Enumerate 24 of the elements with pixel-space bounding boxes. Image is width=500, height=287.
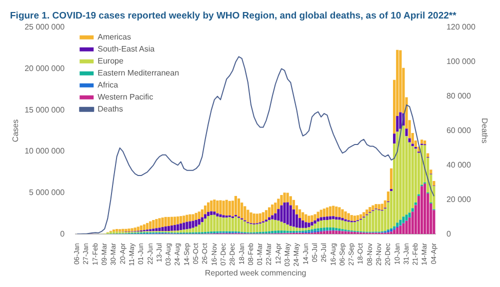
legend-label: Europe [98, 56, 124, 66]
legend-label: Americas [98, 32, 131, 42]
y2-tick-label: 60 000 [446, 126, 472, 135]
y2-tick-label: 120 000 [446, 22, 476, 32]
y-tick-label: 15 000 000 [24, 105, 66, 114]
legend-label: Africa [98, 80, 119, 90]
y-axis-title: Cases [11, 119, 20, 142]
y-tick-label: 20 000 000 [24, 64, 66, 73]
y2-tick-label: 100 000 [446, 57, 476, 66]
x-axis-title: Reported week commencing [204, 268, 306, 278]
legend-label: Deaths [98, 104, 123, 114]
y2-tick-label: 0 [446, 229, 452, 238]
y2-axis-title: Deaths [480, 118, 489, 144]
y-tick-label: 5 000 000 [29, 188, 66, 197]
y2-tick-label: 80 000 [446, 91, 472, 100]
y2-tick-label: 20 000 [446, 194, 472, 204]
legend-label: South-East Asia [98, 44, 156, 54]
legend-label: Western Pacific [98, 92, 154, 102]
y-tick-label: 10 000 000 [24, 146, 66, 156]
y-tick-label: 0 [60, 229, 66, 238]
chart-title: Figure 1. COVID-19 cases reported weekly by WHO Region, and global deaths, as of 10 April 2022** [10, 10, 457, 22]
y-tick-label: 25 000 000 [24, 22, 66, 32]
y2-tick-label: 40 000 [446, 160, 472, 170]
legend-label: Eastern Mediterranean [98, 68, 180, 78]
